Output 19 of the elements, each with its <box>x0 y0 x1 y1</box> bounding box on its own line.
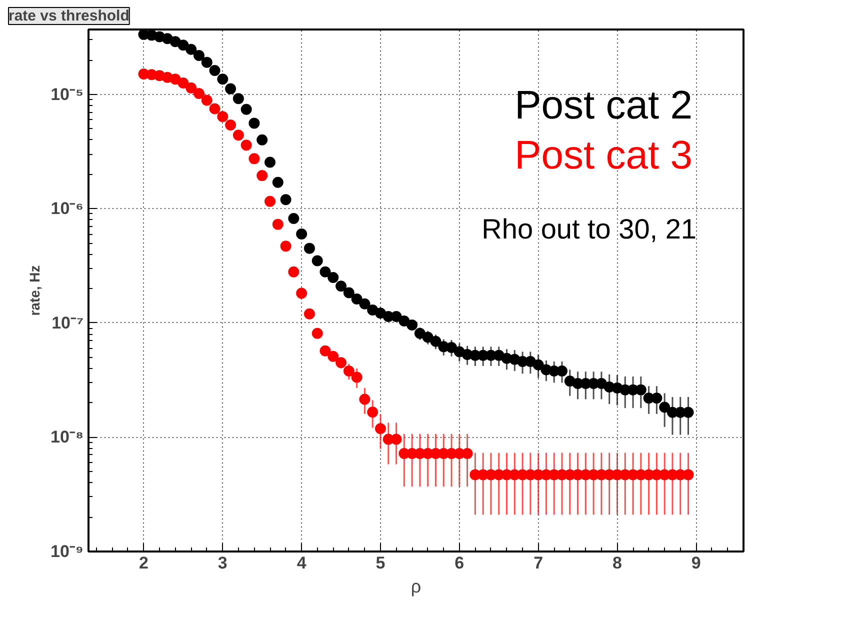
x-tick-label: 6 <box>454 554 464 572</box>
y-tick-label: 10⁻⁷ <box>52 313 84 332</box>
text: Post cat 2 <box>514 84 693 128</box>
x-axis-title: ρ <box>410 576 422 596</box>
y-tick-label: 10⁻⁶ <box>50 199 84 218</box>
text: Post cat 3 <box>514 134 693 178</box>
y-tick-label: 10⁻⁵ <box>50 84 84 104</box>
x-tick-label: 9 <box>691 554 701 572</box>
x-tick-label: 8 <box>612 554 622 572</box>
y-axis-title: rate, Hz <box>26 265 43 316</box>
x-tick-label: 4 <box>296 554 307 572</box>
x-tick-label: 3 <box>218 554 228 572</box>
x-tick-label: 5 <box>376 554 386 572</box>
x-tick-label: 7 <box>534 554 544 572</box>
chart-title: rate vs threshold <box>8 8 130 24</box>
y-tick-label: 10⁻⁹ <box>50 542 84 561</box>
annotation: Rho out to 30, 21 <box>482 214 696 244</box>
y-tick-label: 10⁻⁸ <box>50 428 84 447</box>
x-tick-label: 2 <box>139 554 148 572</box>
